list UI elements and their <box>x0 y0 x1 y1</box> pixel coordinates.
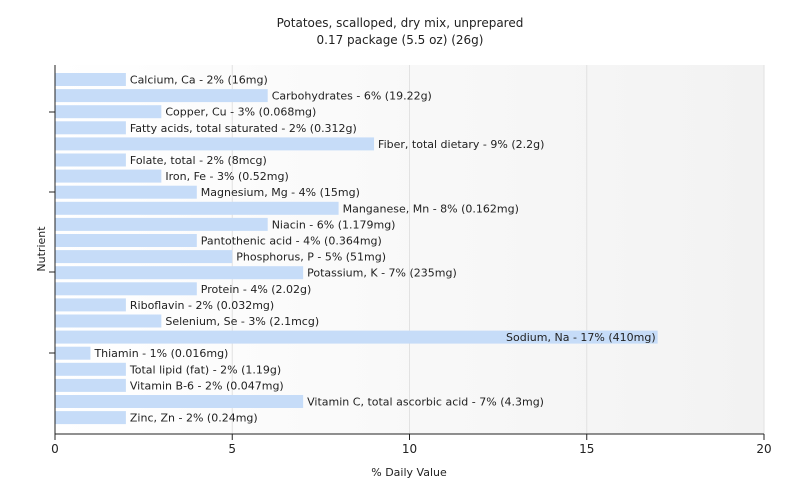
bar-label: Fatty acids, total saturated - 2% (0.312… <box>130 122 357 135</box>
bar <box>55 266 304 280</box>
x-tick-label: 15 <box>579 442 594 456</box>
bar <box>55 234 197 247</box>
bar <box>55 185 197 199</box>
bar <box>55 362 126 376</box>
bars <box>55 73 658 425</box>
bar <box>55 153 126 167</box>
bar-label: Vitamin C, total ascorbic acid - 7% (4.3… <box>307 396 544 409</box>
chart-subtitle: 0.17 package (5.5 oz) (26g) <box>317 33 484 47</box>
gridlines <box>231 65 765 434</box>
bar-label: Protein - 4% (2.02g) <box>201 283 312 296</box>
bar-label: Sodium, Na - 17% (410mg) <box>506 331 656 344</box>
x-tick-label: 5 <box>228 442 236 456</box>
bar-label: Copper, Cu - 3% (0.068mg) <box>165 106 316 119</box>
bar <box>55 282 197 296</box>
bar <box>55 250 233 264</box>
bar <box>55 137 375 151</box>
bar <box>55 346 91 360</box>
y-axis-label: Nutrient <box>35 226 48 272</box>
bar <box>55 395 304 408</box>
bar-label: Folate, total - 2% (8mcg) <box>130 154 267 167</box>
bar-label: Carbohydrates - 6% (19.22g) <box>272 90 432 103</box>
bar-label: Potassium, K - 7% (235mg) <box>307 267 457 280</box>
bar-label: Iron, Fe - 3% (0.52mg) <box>165 170 288 183</box>
x-axis-label: % Daily Value <box>371 466 447 479</box>
bar-label: Vitamin B-6 - 2% (0.047mg) <box>130 379 284 392</box>
chart-title: Potatoes, scalloped, dry mix, unprepared <box>277 16 524 30</box>
bar <box>55 298 126 312</box>
x-tick-labels: 0 5 10 15 20 <box>51 442 771 456</box>
bar-label: Total lipid (fat) - 2% (1.19g) <box>129 363 281 376</box>
bar-label: Pantothenic acid - 4% (0.364mg) <box>201 235 382 248</box>
bar-label: Zinc, Zn - 2% (0.24mg) <box>130 412 258 425</box>
bar-label: Thiamin - 1% (0.016mg) <box>93 347 228 360</box>
bar <box>55 73 126 86</box>
bar-label: Fiber, total dietary - 9% (2.2g) <box>378 138 544 151</box>
bar <box>55 330 658 344</box>
bar-label: Calcium, Ca - 2% (16mg) <box>130 74 268 87</box>
bar <box>55 89 268 103</box>
bar-label: Manganese, Mn - 8% (0.162mg) <box>343 202 519 215</box>
bar-labels: Calcium, Ca - 2% (16mg) Carbohydrates - 6… <box>93 74 655 425</box>
bar-label: Riboflavin - 2% (0.032mg) <box>130 299 274 312</box>
bar-label: Niacin - 6% (1.179mg) <box>272 218 396 231</box>
bar-label: Magnesium, Mg - 4% (15mg) <box>201 186 360 199</box>
x-tick-label: 10 <box>402 442 417 456</box>
bar <box>55 105 162 119</box>
bar-label: Phosphorus, P - 5% (51mg) <box>236 251 386 264</box>
bar <box>55 217 268 231</box>
bar <box>55 121 126 135</box>
bar <box>55 201 339 215</box>
bar <box>55 411 126 425</box>
bar-label: Selenium, Se - 3% (2.1mcg) <box>165 315 319 328</box>
axes <box>49 65 765 440</box>
x-tick-label: 0 <box>51 442 59 456</box>
x-tick-label: 20 <box>756 442 771 456</box>
bar <box>55 169 162 183</box>
bar <box>55 314 162 328</box>
bar <box>55 378 126 392</box>
